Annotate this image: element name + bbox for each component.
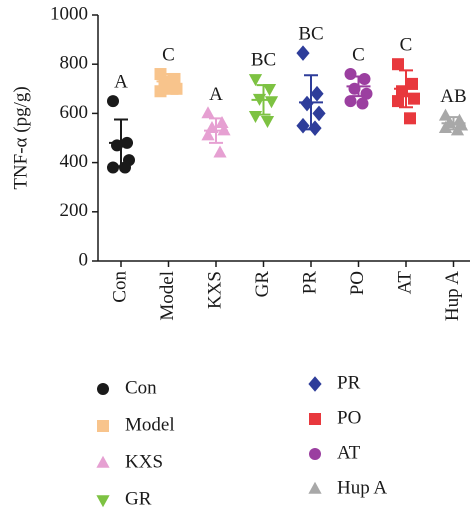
error-bar [161,73,176,90]
data-point [344,95,357,108]
data-point [262,84,277,96]
legend-label: GR [125,488,152,509]
significance-letter: AB [440,86,466,107]
legend-label: PO [337,407,361,428]
y-tick-label: 0 [79,249,89,270]
legend-label: Con [125,377,157,398]
data-point [107,95,119,108]
error-bar [304,74,318,131]
data-point [107,161,119,174]
x-tick-label: KXS [204,271,225,309]
significance-letter: A [114,71,128,92]
data-point [248,111,263,124]
error-bar [399,69,413,109]
legend-marker [309,413,321,425]
significance-letter: BC [298,23,323,44]
legend-label: KXS [125,451,163,472]
significance-letter: C [352,44,365,65]
y-tick-label: 200 [60,200,89,221]
data-point [344,68,357,81]
data-point [201,106,215,119]
legend-label: Model [125,414,175,435]
x-tick-label: Hup A [442,271,463,321]
data-point [358,72,371,85]
data-point [296,45,310,61]
y-tick-label: 400 [60,151,89,172]
data-point [248,74,263,87]
legend-label: Hup A [337,477,387,498]
y-tick-label: 600 [60,102,89,123]
legend-marker [96,455,110,468]
data-point [404,112,416,125]
error-bar [256,84,271,116]
data-point [154,85,167,98]
data-point [264,96,279,109]
x-tick-label: GR [252,271,273,298]
legend-label: AT [337,442,361,463]
error-bar [446,116,461,131]
data-point [296,117,310,134]
data-point [406,77,418,90]
significance-letter: C [162,44,175,65]
legend-label: PR [337,372,361,393]
data-point [201,128,215,141]
significance-letter: C [400,35,413,56]
x-tick-label: Model [157,271,178,321]
legend-marker [97,420,109,432]
data-point [215,116,229,129]
data-point [312,105,326,122]
x-tick-label: AT [394,271,415,295]
data-point [408,92,420,105]
error-bar [209,117,223,144]
data-point [260,115,275,128]
y-tick-label: 1000 [50,3,88,24]
legend-marker [308,376,322,392]
data-point [356,97,369,110]
legend-marker [309,448,321,460]
data-point [392,95,404,108]
x-tick-label: PR [299,271,320,295]
legend-marker [96,495,110,508]
y-tick-label: 800 [60,53,89,74]
data-point [213,145,227,158]
legend-marker [97,383,109,395]
data-point [310,85,324,102]
data-point [392,58,404,71]
data-point [217,123,231,136]
legend-marker [308,481,322,494]
y-axis-title: TNF-α (pg/g) [10,86,31,189]
x-tick-label: Con [109,271,130,303]
error-bar [351,75,366,98]
significance-letter: A [209,84,223,105]
significance-letter: BC [251,49,276,70]
x-tick-label: PO [347,271,368,295]
error-bar [114,118,128,168]
